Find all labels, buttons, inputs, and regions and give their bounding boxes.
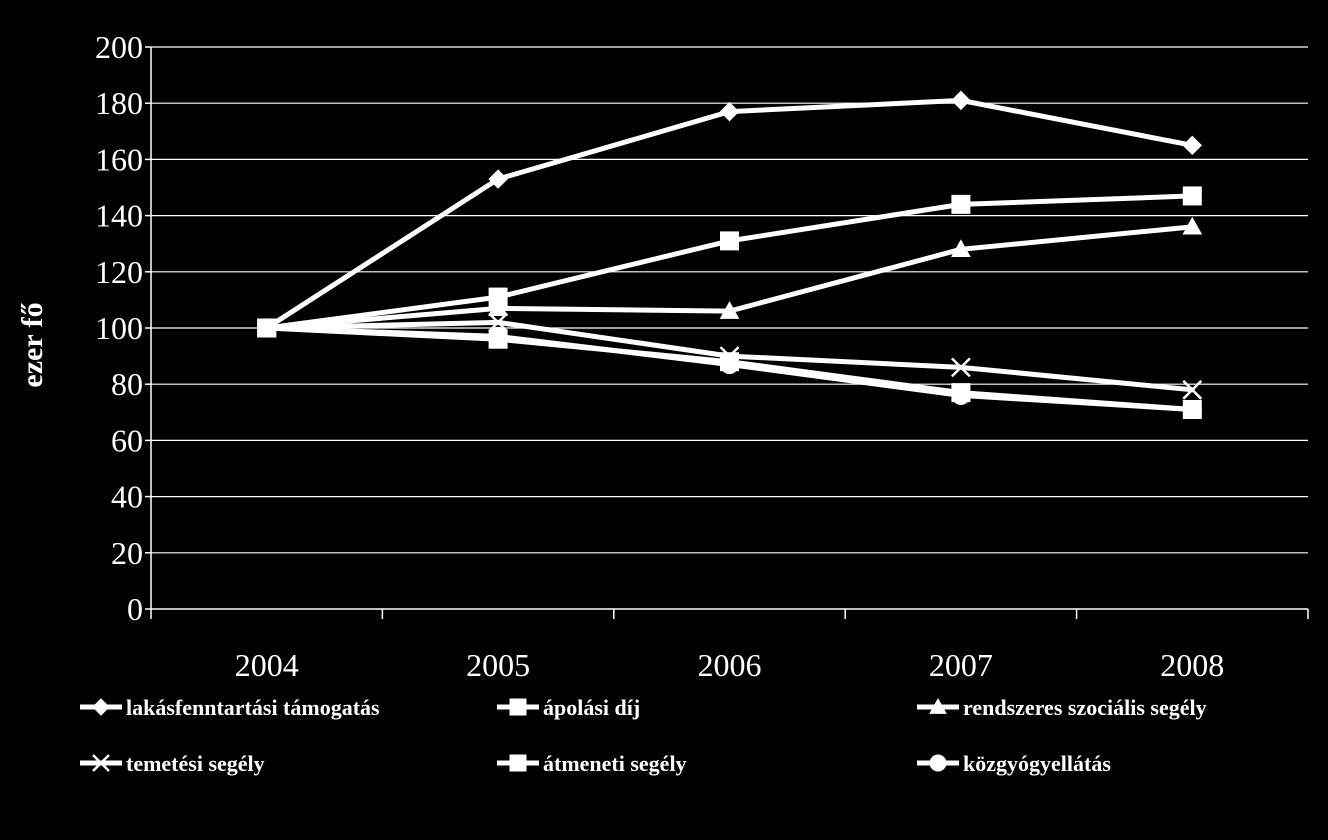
axes: 0 20 40 60 80 100 120 140 160 180 200 2004 2005 2006 2…	[95, 29, 1309, 683]
y-tick-label: 120	[95, 254, 143, 290]
legend-item: temetési segély	[80, 751, 265, 776]
y-tick-label: 60	[111, 422, 143, 458]
legend-item: közgyógyellátás	[917, 751, 1111, 776]
series-line	[264, 97, 1195, 331]
data-point-diamond	[951, 90, 971, 111]
data-point-triangle	[719, 301, 740, 319]
data-point-circle	[488, 326, 508, 346]
y-axis-title: ezer fő	[16, 302, 49, 387]
data-point-circle	[951, 385, 971, 405]
data-point-square	[951, 194, 971, 214]
y-tick-label: 200	[95, 29, 143, 65]
data-point-circle	[720, 355, 739, 375]
legend-marker-square	[509, 698, 527, 716]
series-group	[256, 90, 1203, 419]
data-point-diamond	[1182, 135, 1203, 156]
x-tick-label: 2006	[698, 647, 762, 683]
legend-label: temetési segély	[126, 751, 265, 776]
data-point-x	[1182, 379, 1203, 400]
legend-label: lakásfenntartási támogatás	[126, 695, 380, 720]
data-point-square	[1182, 186, 1202, 206]
legend-label: ápolási díj	[543, 695, 640, 720]
legend-marker-diamond	[92, 698, 110, 716]
data-point-circle	[1182, 399, 1202, 419]
legend-label: átmeneti segély	[543, 751, 687, 776]
legend: lakásfenntartási támogatás ápolási díj ren…	[80, 695, 1207, 776]
x-tick-label: 2004	[235, 647, 299, 683]
x-tick-label: 2005	[466, 647, 530, 683]
legend-marker-circle	[929, 754, 947, 772]
data-point-x	[951, 357, 971, 378]
legend-marker-x	[92, 754, 110, 772]
y-tick-label: 100	[95, 310, 143, 346]
legend-item: lakásfenntartási támogatás	[80, 695, 380, 720]
legend-item: átmeneti segély	[497, 751, 687, 776]
legend-label: közgyógyellátás	[963, 751, 1111, 776]
x-tick-label: 2007	[929, 647, 993, 683]
y-tick-label: 0	[127, 591, 143, 627]
legend-marker-square	[509, 754, 527, 772]
y-tick-label: 180	[95, 85, 143, 121]
data-point-diamond	[488, 169, 508, 189]
y-tick-label: 80	[111, 366, 143, 402]
series-1	[256, 90, 1203, 338]
legend-marker-triangle	[929, 697, 947, 714]
y-tick-label: 20	[111, 535, 143, 571]
data-point-triangle	[488, 298, 508, 317]
data-point-diamond	[719, 101, 740, 122]
x-tick-label: 2008	[1160, 647, 1224, 683]
y-tick-label: 160	[95, 141, 143, 177]
data-point-square	[720, 231, 739, 251]
data-point-x	[488, 312, 508, 333]
gridlines	[151, 46, 1308, 554]
legend-item: rendszeres szociális segély	[917, 695, 1207, 720]
data-point-triangle	[951, 239, 971, 258]
legend-label: rendszeres szociális segély	[963, 695, 1207, 720]
legend-item: ápolási díj	[497, 695, 640, 720]
y-tick-label: 40	[111, 479, 143, 515]
y-tick-label: 140	[95, 198, 143, 234]
series-6	[257, 318, 1202, 419]
data-point-circle	[257, 318, 277, 338]
data-point-triangle	[1182, 216, 1203, 235]
